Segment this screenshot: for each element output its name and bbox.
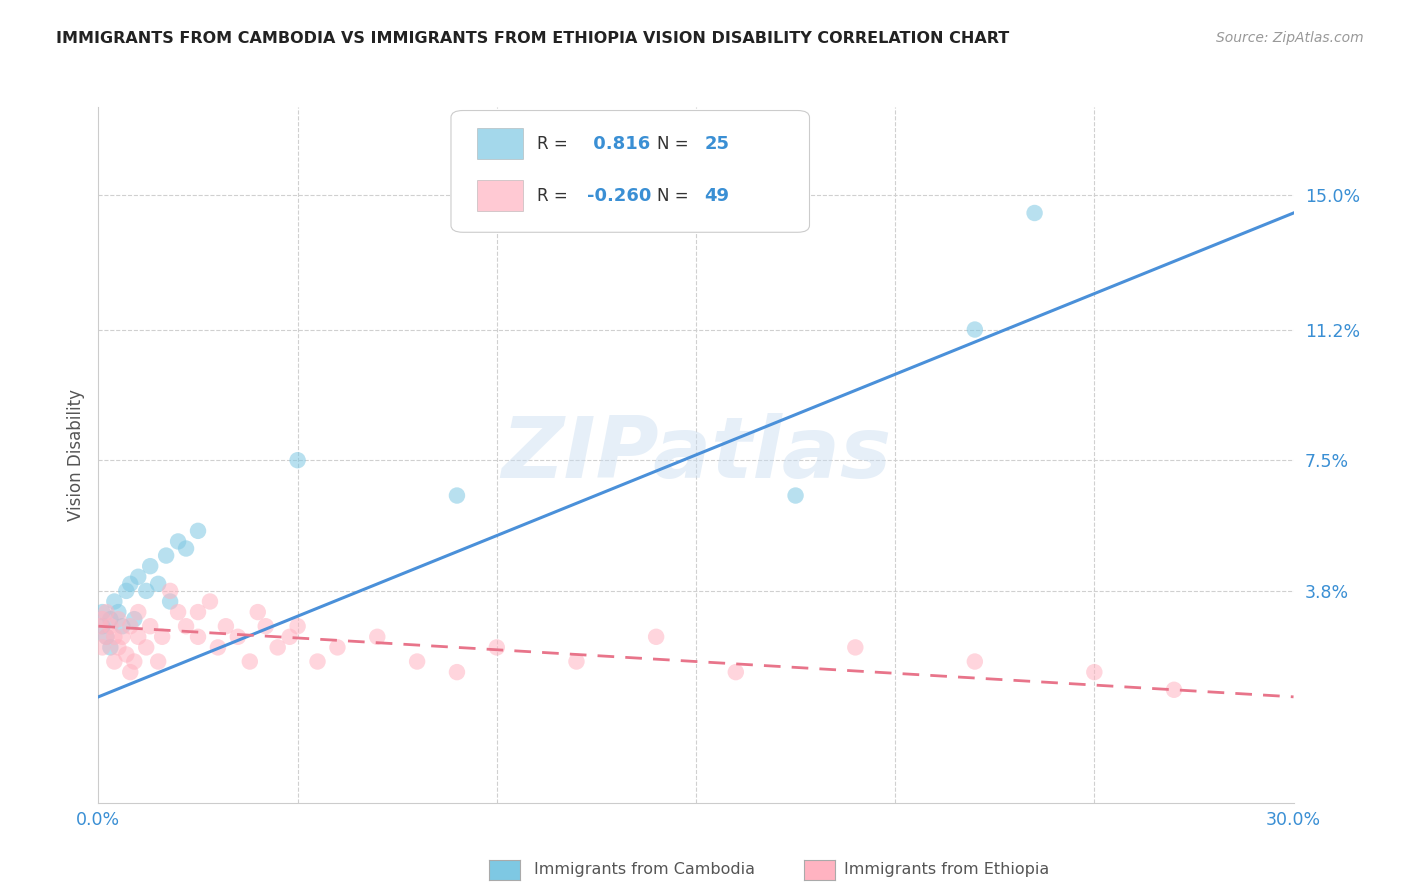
- Point: [107, 612, 129, 626]
- Point: [135, 583, 157, 598]
- Point: [239, 655, 262, 669]
- FancyBboxPatch shape: [477, 180, 523, 211]
- Point: [91, 619, 114, 633]
- Point: [174, 619, 197, 633]
- Point: [254, 619, 277, 633]
- Point: [89, 619, 111, 633]
- Point: [287, 453, 309, 467]
- Point: [446, 665, 468, 680]
- Point: [155, 549, 177, 563]
- Point: [307, 655, 329, 669]
- Text: 49: 49: [704, 187, 730, 205]
- Point: [120, 619, 142, 633]
- Point: [844, 640, 866, 655]
- Point: [246, 605, 269, 619]
- Text: Source: ZipAtlas.com: Source: ZipAtlas.com: [1216, 31, 1364, 45]
- Text: ZIPatlas: ZIPatlas: [501, 413, 891, 497]
- Point: [963, 322, 986, 336]
- Point: [127, 605, 149, 619]
- Point: [115, 648, 138, 662]
- Y-axis label: Vision Disability: Vision Disability: [66, 389, 84, 521]
- FancyBboxPatch shape: [477, 128, 523, 159]
- Point: [785, 489, 807, 503]
- Point: [159, 583, 181, 598]
- Point: [326, 640, 349, 655]
- Point: [91, 612, 114, 626]
- Point: [1083, 665, 1105, 680]
- Point: [406, 655, 429, 669]
- Point: [150, 630, 173, 644]
- Point: [91, 640, 114, 655]
- Point: [98, 612, 122, 626]
- Point: [148, 655, 170, 669]
- Point: [187, 524, 209, 538]
- Point: [565, 655, 588, 669]
- Text: N =: N =: [657, 135, 693, 153]
- Point: [167, 534, 190, 549]
- Point: [96, 630, 118, 644]
- FancyBboxPatch shape: [451, 111, 810, 232]
- Point: [91, 605, 114, 619]
- Point: [287, 619, 309, 633]
- Text: N =: N =: [657, 187, 693, 205]
- Point: [724, 665, 747, 680]
- Point: [485, 640, 508, 655]
- Point: [139, 559, 162, 574]
- Text: Immigrants from Ethiopia: Immigrants from Ethiopia: [844, 863, 1049, 877]
- Point: [148, 577, 170, 591]
- Point: [207, 640, 229, 655]
- Point: [215, 619, 238, 633]
- Point: [103, 655, 125, 669]
- Point: [187, 630, 209, 644]
- Point: [645, 630, 668, 644]
- Point: [1163, 682, 1185, 697]
- Point: [174, 541, 197, 556]
- Point: [963, 655, 986, 669]
- Point: [267, 640, 290, 655]
- Point: [98, 640, 122, 655]
- Point: [226, 630, 249, 644]
- Point: [124, 612, 146, 626]
- Point: [107, 640, 129, 655]
- Point: [124, 655, 146, 669]
- Point: [139, 619, 162, 633]
- Text: R =: R =: [537, 187, 574, 205]
- Point: [120, 665, 142, 680]
- Point: [96, 605, 118, 619]
- Point: [115, 583, 138, 598]
- Text: R =: R =: [537, 135, 574, 153]
- Point: [111, 630, 134, 644]
- Point: [98, 619, 122, 633]
- Point: [187, 605, 209, 619]
- Point: [103, 594, 125, 608]
- Point: [135, 640, 157, 655]
- Point: [120, 577, 142, 591]
- Text: -0.260: -0.260: [588, 187, 651, 205]
- Text: Immigrants from Cambodia: Immigrants from Cambodia: [534, 863, 755, 877]
- Point: [127, 570, 149, 584]
- Point: [366, 630, 388, 644]
- Point: [111, 619, 134, 633]
- Text: 25: 25: [704, 135, 730, 153]
- Point: [127, 630, 149, 644]
- Point: [107, 605, 129, 619]
- Point: [167, 605, 190, 619]
- Point: [1024, 206, 1046, 220]
- Point: [446, 489, 468, 503]
- Point: [96, 630, 118, 644]
- Point: [278, 630, 301, 644]
- Text: 0.816: 0.816: [588, 135, 651, 153]
- Point: [103, 630, 125, 644]
- Point: [198, 594, 221, 608]
- Point: [159, 594, 181, 608]
- Text: IMMIGRANTS FROM CAMBODIA VS IMMIGRANTS FROM ETHIOPIA VISION DISABILITY CORRELATI: IMMIGRANTS FROM CAMBODIA VS IMMIGRANTS F…: [56, 31, 1010, 46]
